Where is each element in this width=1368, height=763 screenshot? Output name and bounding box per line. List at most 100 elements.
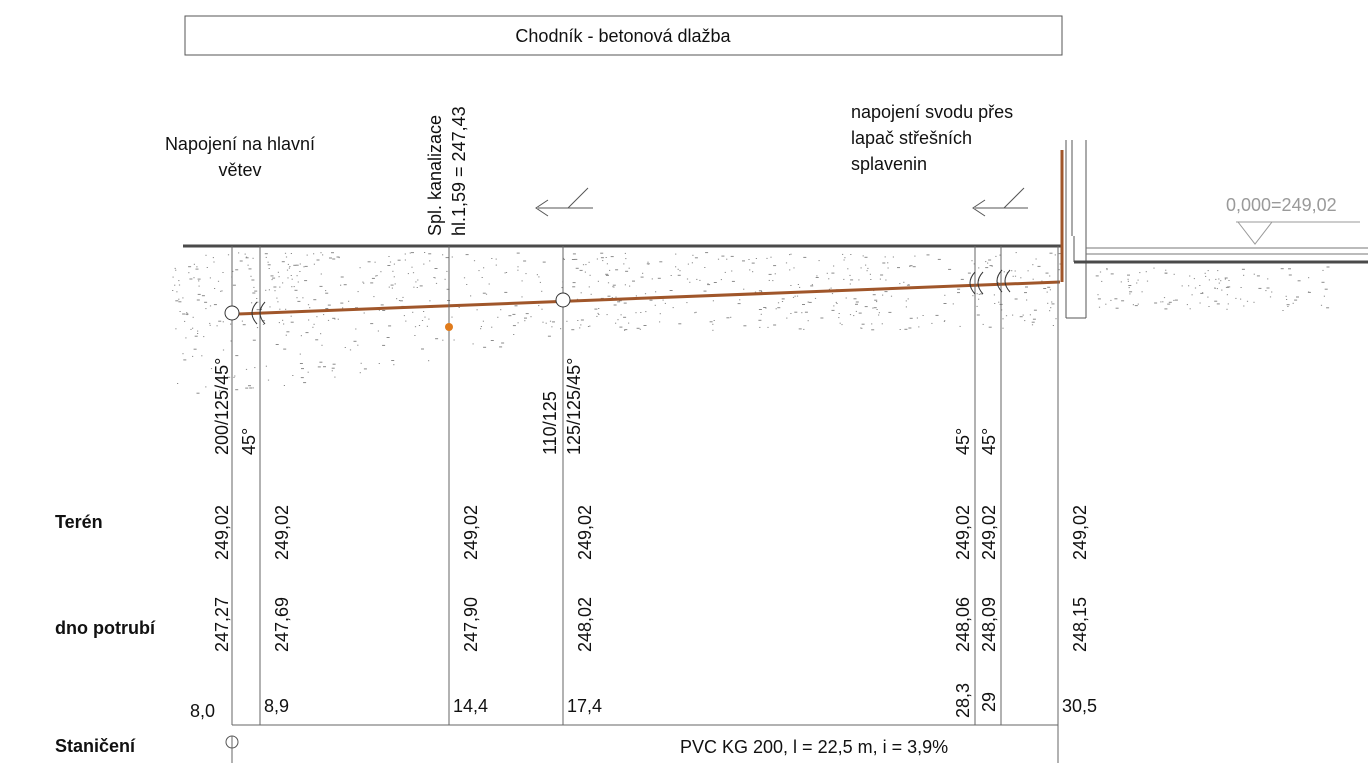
soil-dot <box>1205 275 1207 277</box>
row-label-chainage: Staničení <box>55 736 136 756</box>
soil-dot <box>726 317 730 319</box>
soil-dot <box>995 255 997 257</box>
pipe-bottom-value: 248,06 <box>953 597 973 652</box>
soil-dot <box>786 317 788 319</box>
soil-dot <box>767 326 769 328</box>
surface-label: Chodník - betonová dlažba <box>515 26 731 46</box>
soil-dot <box>696 278 698 280</box>
soil-dot <box>1164 308 1168 310</box>
soil-dot <box>407 273 409 275</box>
soil-dot <box>268 268 270 269</box>
soil-dot <box>1215 278 1217 280</box>
soil-dot <box>572 286 576 288</box>
soil-dot <box>1326 266 1330 268</box>
soil-dot <box>807 320 809 322</box>
soil-dot <box>286 331 290 333</box>
soil-dot <box>285 334 287 336</box>
pipe-bottom-value: 248,02 <box>575 597 595 652</box>
soil-dot <box>765 307 767 309</box>
soil-dot <box>1280 268 1284 270</box>
soil-dot <box>816 275 818 277</box>
soil-dot <box>752 271 754 273</box>
soil-dot <box>625 258 627 260</box>
soil-dot <box>615 296 617 298</box>
soil-dot <box>560 328 562 330</box>
soil-dot <box>414 326 417 328</box>
terrain-value: 249,02 <box>979 505 999 560</box>
soil-dot <box>617 301 621 303</box>
soil-dot <box>843 259 845 261</box>
soil-dot <box>409 252 411 254</box>
soil-dot <box>1114 298 1118 300</box>
soil-dot <box>874 299 878 301</box>
soil-dot <box>331 252 334 254</box>
soil-dot <box>291 278 293 280</box>
soil-dot <box>695 311 697 313</box>
soil-dot <box>1105 303 1107 305</box>
soil-dot <box>433 277 435 278</box>
soil-dot <box>785 262 788 264</box>
soil-dot <box>353 340 357 342</box>
soil-dot <box>669 290 673 291</box>
soil-dot <box>1141 291 1143 293</box>
soil-dot <box>178 298 180 300</box>
soil-dot <box>304 265 308 267</box>
soil-dot <box>184 320 186 322</box>
soil-dot <box>545 322 547 324</box>
soil-dot <box>1285 295 1287 297</box>
soil-dot <box>1221 289 1223 291</box>
soil-dot <box>639 328 641 330</box>
soil-dot <box>418 325 421 326</box>
soil-dot <box>831 293 834 295</box>
soil-dot <box>485 293 488 295</box>
soil-dot <box>742 260 745 262</box>
soil-dot <box>907 298 909 300</box>
soil-dot <box>1032 278 1034 280</box>
soil-dot <box>256 309 260 311</box>
soil-dot <box>1286 304 1290 306</box>
soil-dot <box>549 320 552 322</box>
soil-dot <box>376 275 378 277</box>
soil-dot <box>993 294 995 296</box>
soil-dot <box>643 325 647 326</box>
soil-dot <box>1288 274 1292 276</box>
soil-dot <box>446 288 450 290</box>
soil-dot <box>192 355 194 357</box>
soil-dot <box>227 254 230 256</box>
soil-dot <box>206 267 208 268</box>
soil-dot <box>504 272 506 274</box>
fitting-label-4: 45° <box>953 428 973 455</box>
soil-dot <box>590 293 592 295</box>
soil-dot <box>435 282 438 284</box>
soil-dot <box>563 259 565 260</box>
soil-dot <box>872 307 874 309</box>
soil-dot <box>579 269 583 271</box>
soil-dot <box>600 252 604 254</box>
soil-dot <box>1025 286 1028 288</box>
terrain-value: 249,02 <box>212 505 232 560</box>
soil-dot <box>797 284 799 285</box>
floor-level-label: 0,000=249,02 <box>1226 195 1337 215</box>
soil-dot <box>279 308 281 310</box>
soil-dot <box>881 323 883 325</box>
flow-arrow-right <box>972 187 1028 217</box>
reducer-fitting-circle <box>555 292 571 308</box>
soil-dot <box>296 297 298 299</box>
soil-dot <box>297 300 301 302</box>
soil-dot <box>1097 298 1101 300</box>
soil-dot <box>178 284 181 286</box>
soil-dot <box>245 368 248 370</box>
soil-dot <box>426 325 428 327</box>
soil-dot <box>300 377 304 379</box>
soil-dot <box>998 301 1000 303</box>
soil-dot <box>481 277 483 278</box>
soil-dot <box>1199 285 1201 286</box>
soil-dot <box>307 304 310 306</box>
soil-dot <box>1240 298 1242 300</box>
soil-dot <box>278 322 280 324</box>
soil-dot <box>628 322 630 324</box>
soil-dot <box>238 252 240 254</box>
soil-dot <box>647 261 649 263</box>
soil-dot <box>1049 289 1051 291</box>
soil-dot <box>391 287 393 289</box>
